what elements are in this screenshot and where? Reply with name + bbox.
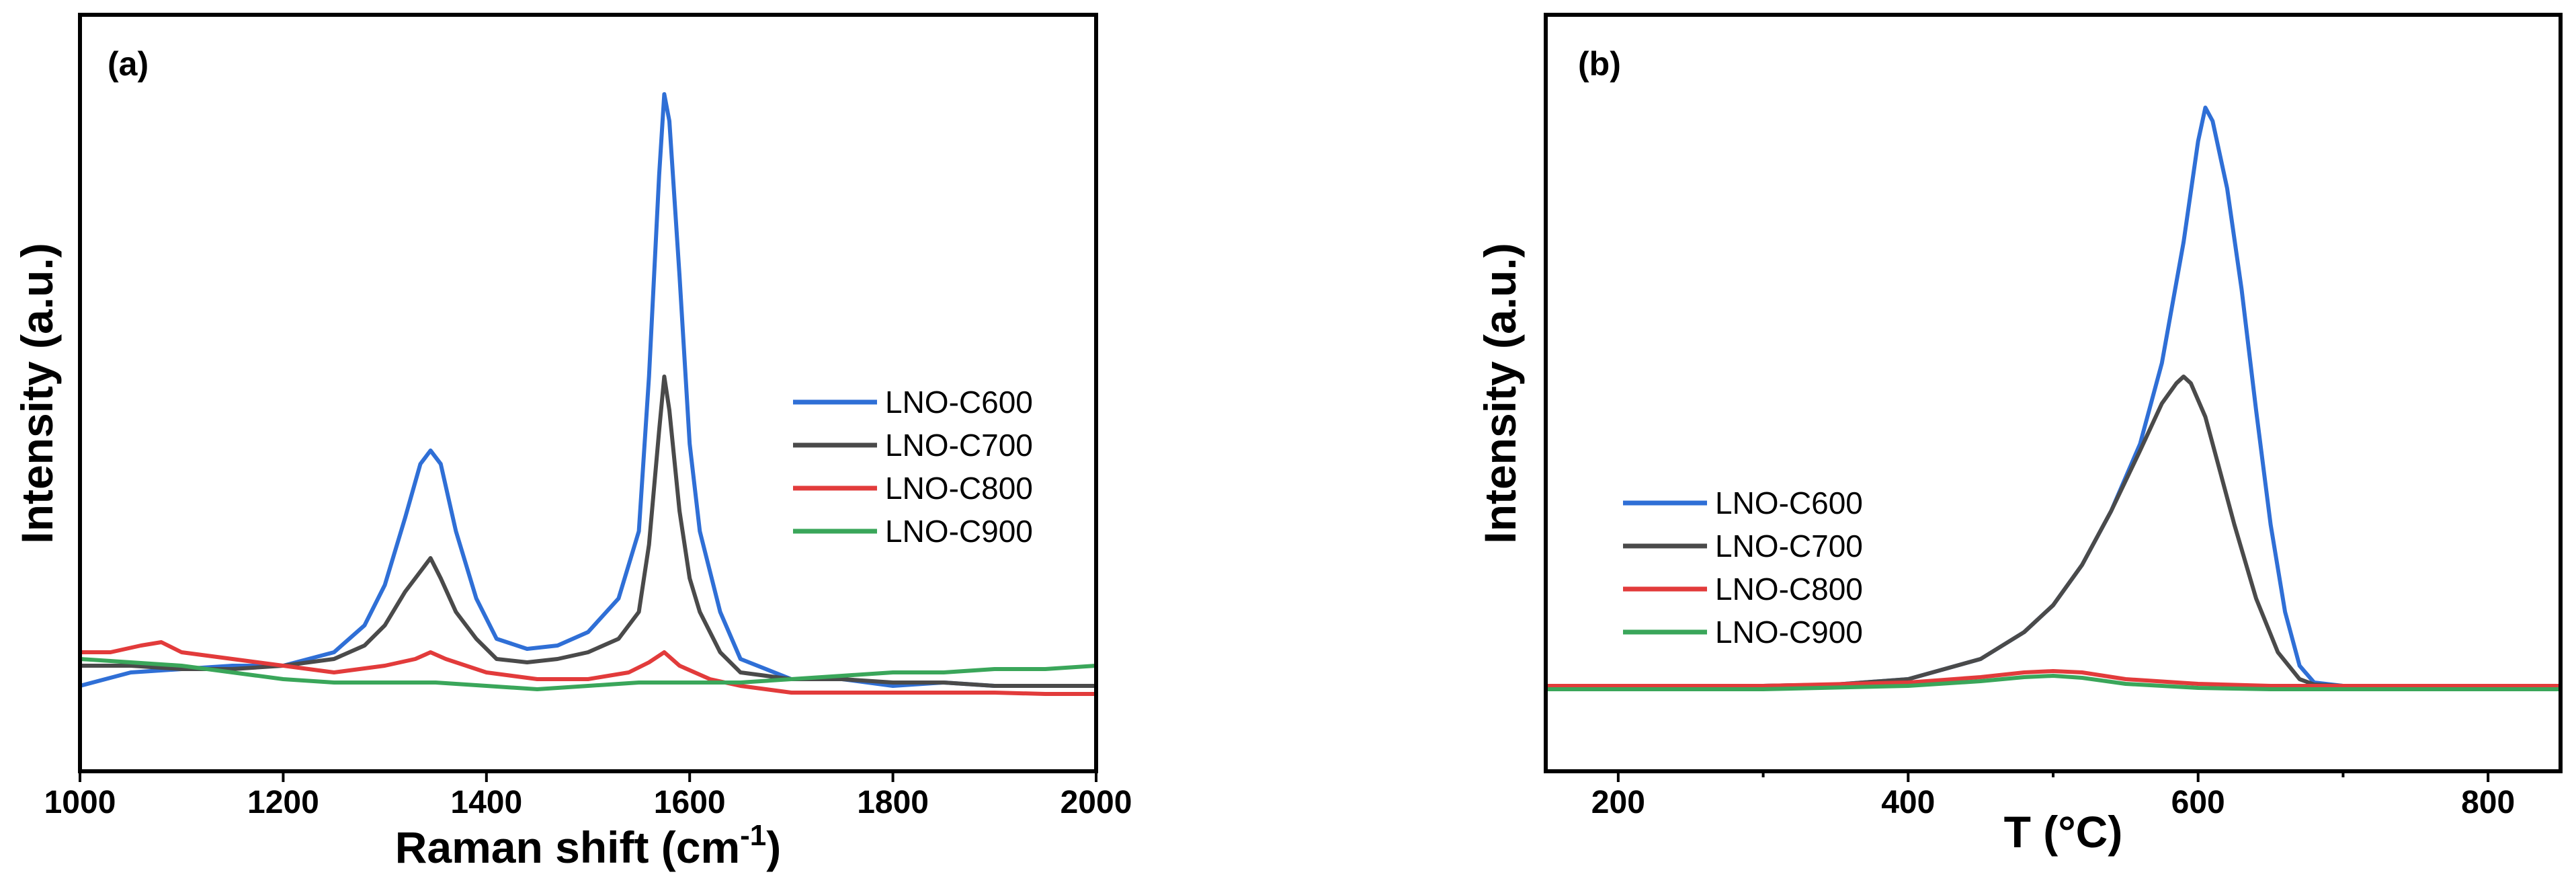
legend-label-a-lno-c800: LNO-C800 — [885, 471, 1033, 506]
x-ticks-b: 200 400 600 800 — [1591, 771, 2515, 820]
legend-label-b-lno-c900: LNO-C900 — [1715, 615, 1863, 650]
panel-label-b: (b) — [1578, 45, 1621, 83]
series-line-b-lno-c800 — [1544, 669, 2563, 688]
legend-label-a-lno-c900: LNO-C900 — [885, 514, 1033, 549]
x-tick-label-a-1800: 1800 — [857, 785, 929, 820]
legend-a: LNO-C600 LNO-C700 LNO-C800 LNO-C900 — [793, 385, 1033, 549]
series-line-b-lno-c700 — [1544, 375, 2563, 688]
x-tick-label-a-1200: 1200 — [247, 785, 319, 820]
x-tick-label-b-200: 200 — [1591, 785, 1645, 820]
legend-b: LNO-C600 LNO-C700 LNO-C800 LNO-C900 — [1623, 485, 1863, 650]
x-tick-label-b-800: 800 — [2461, 785, 2515, 820]
series-group-b — [1544, 106, 2563, 691]
x-ticks-a: 1000 1200 1400 1600 1800 2000 — [44, 771, 1132, 820]
legend-label-b-lno-c700: LNO-C700 — [1715, 529, 1863, 563]
x-tick-label-a-1600: 1600 — [654, 785, 726, 820]
x-tick-label-a-1400: 1400 — [450, 785, 522, 820]
series-line-b-lno-c600 — [1544, 106, 2563, 688]
legend-label-b-lno-c600: LNO-C600 — [1715, 485, 1863, 520]
x-axis-title-b: T (°C) — [2004, 807, 2123, 857]
panel-a: 1000 1200 1400 1600 1800 2000 (a) Intensity (… — [12, 13, 1132, 872]
series-line-a-lno-c800 — [78, 640, 1098, 696]
x-axis-title-a-sup: -1 — [740, 819, 766, 852]
legend-label-b-lno-c800: LNO-C800 — [1715, 572, 1863, 607]
y-axis-title-b: Intensity (a.u.) — [1475, 243, 1525, 543]
legend-label-a-lno-c600: LNO-C600 — [885, 385, 1033, 420]
panel-b: 200 400 600 800 (b) Intensity (a.u.) T (°C)… — [1475, 13, 2563, 857]
plot-frame-b — [1544, 13, 2563, 773]
x-axis-title-a-close: ) — [766, 822, 781, 872]
plot-frame-a — [78, 13, 1098, 773]
series-group-a — [78, 92, 1098, 696]
x-axis-title-a-main: Raman shift (cm — [395, 822, 740, 872]
legend-label-a-lno-c700: LNO-C700 — [885, 428, 1033, 463]
y-axis-title-a: Intensity (a.u.) — [12, 243, 62, 543]
x-tick-label-b-600: 600 — [2171, 785, 2225, 820]
series-line-b-lno-c900 — [1544, 674, 2563, 691]
x-tick-label-a-2000: 2000 — [1061, 785, 1132, 820]
x-tick-label-a-1000: 1000 — [44, 785, 116, 820]
x-axis-title-a: Raman shift (cm-1) — [395, 819, 782, 872]
series-line-a-lno-c900 — [78, 657, 1098, 691]
panel-label-a: (a) — [108, 45, 149, 83]
x-tick-label-b-400: 400 — [1881, 785, 1935, 820]
